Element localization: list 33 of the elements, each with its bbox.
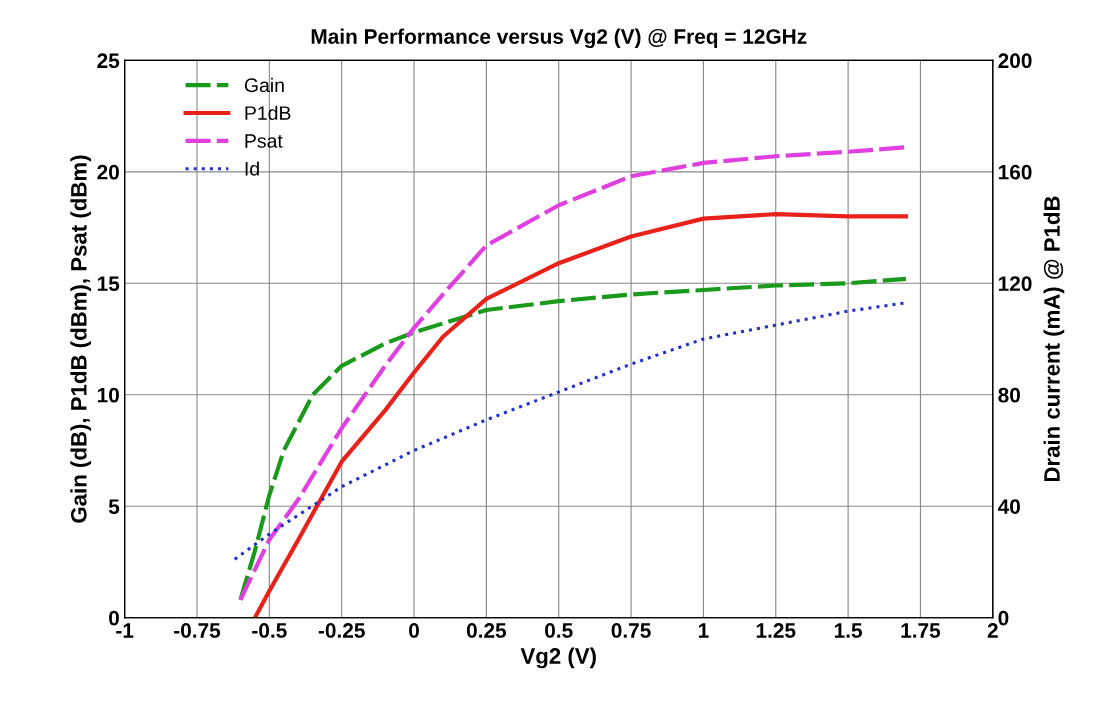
line-series xyxy=(238,276,909,602)
x-tick-label: -0.25 xyxy=(318,623,365,638)
x-axis-title: Vg2 (V) xyxy=(520,647,596,669)
y-tick-label: 20 xyxy=(97,164,119,180)
y-tick-label: 10 xyxy=(97,387,119,403)
y2-tick-label: 200 xyxy=(998,53,1032,69)
legend-label: Psat xyxy=(245,134,283,148)
x-tick-label: 1.5 xyxy=(834,623,863,638)
y2-tick-label: 40 xyxy=(997,499,1020,514)
x-tick-label: 1 xyxy=(698,623,709,638)
y2-tick-label: 0 xyxy=(998,610,1009,626)
legend-label: Gain xyxy=(244,77,284,93)
x-tick-label: 1.25 xyxy=(756,623,796,638)
x-tick-label: 0.75 xyxy=(611,623,651,638)
x-tick-label: 0 xyxy=(409,623,419,638)
y-axis-title: Gain (dB), P1dB (dBm), Psat (dBm) xyxy=(70,155,92,523)
y-tick-label: 15 xyxy=(97,276,120,292)
y2-tick-label: 120 xyxy=(998,276,1032,292)
x-tick-label: -0.5 xyxy=(252,623,287,638)
x-tick-label: 2 xyxy=(987,623,998,638)
chart-title: Main Performance versus Vg2 (V) @ Freq = 12GHz xyxy=(311,28,807,49)
x-tick-label: 0.5 xyxy=(545,623,573,638)
y-tick-label: 5 xyxy=(108,499,120,514)
y2-axis-title: Drain current (mA) @ P1dB xyxy=(1043,196,1065,482)
y-tick-label: 25 xyxy=(97,53,120,69)
legend-label: P1dB xyxy=(245,105,291,120)
y2-tick-label: 80 xyxy=(998,387,1020,403)
x-tick-label: -0.75 xyxy=(174,623,221,638)
y2-tick-label: 160 xyxy=(998,164,1032,180)
line-series xyxy=(252,212,909,618)
x-tick-label: 0.25 xyxy=(466,623,507,638)
legend-label: Id xyxy=(245,161,259,176)
x-tick-label: 1.75 xyxy=(901,623,941,638)
